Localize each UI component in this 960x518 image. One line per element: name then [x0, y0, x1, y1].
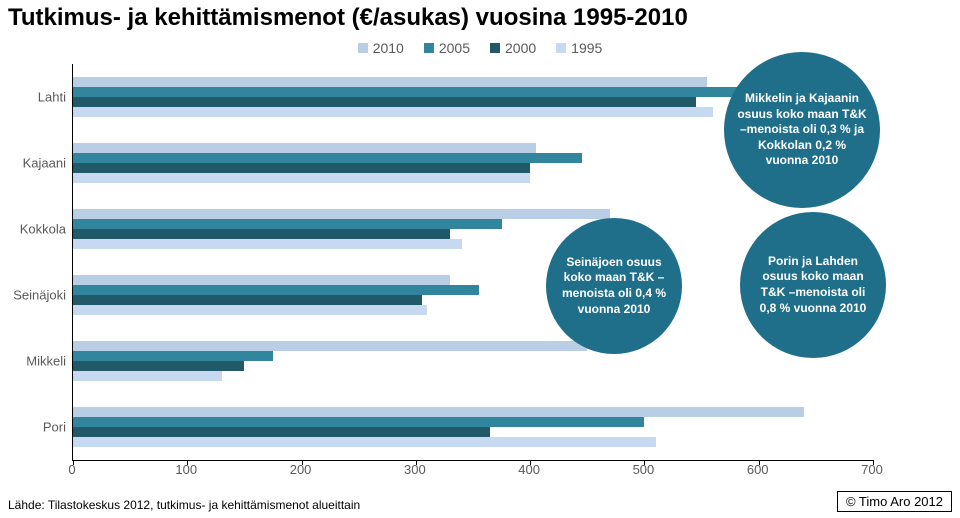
category-label: Kajaani [23, 156, 66, 171]
x-axis-label: 100 [175, 462, 197, 477]
x-axis-labels: 0100200300400500600700 [72, 462, 872, 482]
legend-label: 2005 [439, 40, 470, 56]
legend-item: 2000 [490, 40, 536, 56]
bar [73, 163, 530, 173]
annotation-bubble: Porin ja Lahden osuus koko maan T&K –men… [740, 212, 886, 358]
category-labels: Lahti Kajaani Kokkola Seinäjoki Mikkeli Pori [0, 64, 66, 460]
bar [73, 351, 273, 361]
bar [73, 407, 804, 417]
annotation-text: Mikkelin ja Kajaanin osuus koko maan T&K… [736, 91, 868, 169]
annotation-bubble: Mikkelin ja Kajaanin osuus koko maan T&K… [724, 52, 880, 208]
bar [73, 295, 422, 305]
bar [73, 371, 222, 381]
category-label: Kokkola [20, 222, 66, 237]
bar [73, 361, 244, 371]
x-axis-label: 0 [68, 462, 75, 477]
legend-label: 2000 [505, 40, 536, 56]
category-label: Lahti [38, 90, 66, 105]
annotation-text: Porin ja Lahden osuus koko maan T&K –men… [752, 254, 874, 316]
bar [73, 219, 502, 229]
x-axis-label: 300 [404, 462, 426, 477]
bar [73, 77, 707, 87]
annotation-bubble: Seinäjoen osuus koko maan T&K –menoista … [546, 218, 682, 354]
bar [73, 239, 462, 249]
bar [73, 285, 479, 295]
legend-swatch [424, 43, 434, 53]
bar [73, 209, 610, 219]
x-axis-label: 600 [747, 462, 769, 477]
bar [73, 427, 490, 437]
bar [73, 153, 582, 163]
x-axis-label: 200 [290, 462, 312, 477]
x-axis-label: 500 [633, 462, 655, 477]
x-axis-label: 700 [861, 462, 883, 477]
bar [73, 305, 427, 315]
copyright-text: © Timo Aro 2012 [837, 491, 952, 512]
category-label: Pori [43, 420, 66, 435]
legend-label: 1995 [571, 40, 602, 56]
bar [73, 341, 587, 351]
legend-item: 2005 [424, 40, 470, 56]
bar [73, 97, 696, 107]
legend-swatch [358, 43, 368, 53]
category-label: Mikkeli [26, 354, 66, 369]
legend-swatch [490, 43, 500, 53]
source-text: Lähde: Tilastokeskus 2012, tutkimus- ja … [8, 498, 360, 512]
bar [73, 437, 656, 447]
bar [73, 275, 450, 285]
bar [73, 173, 530, 183]
bar [73, 87, 759, 97]
bar [73, 143, 536, 153]
bar [73, 107, 713, 117]
legend-swatch [556, 43, 566, 53]
chart-title: Tutkimus- ja kehittämismenot (€/asukas) … [8, 4, 688, 32]
legend-item: 2010 [358, 40, 404, 56]
x-axis-label: 400 [518, 462, 540, 477]
legend-label: 2010 [373, 40, 404, 56]
bar [73, 417, 644, 427]
annotation-text: Seinäjoen osuus koko maan T&K –menoista … [558, 255, 670, 317]
category-label: Seinäjoki [13, 288, 66, 303]
legend-item: 1995 [556, 40, 602, 56]
bar [73, 229, 450, 239]
